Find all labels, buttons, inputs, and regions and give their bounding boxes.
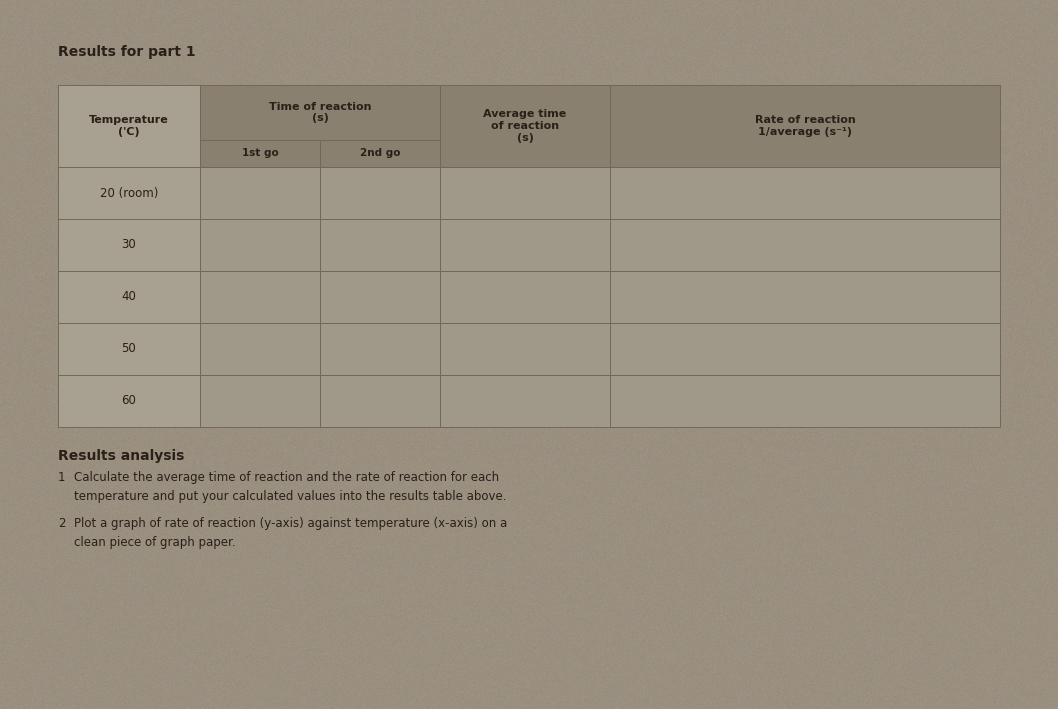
Bar [610,167,1000,219]
Bar [440,167,610,219]
Text: 20 (room): 20 (room) [99,186,159,199]
Text: 30: 30 [122,238,136,252]
Bar [320,375,440,427]
Bar [200,219,320,271]
Bar [200,85,440,140]
Bar [200,140,320,167]
Bar [320,167,440,219]
Bar [58,85,200,167]
Text: Rate of reaction
1/average (s⁻¹): Rate of reaction 1/average (s⁻¹) [754,115,855,137]
Bar [200,167,320,219]
Bar [200,375,320,427]
Bar [58,375,200,427]
Text: 40: 40 [122,291,136,303]
Bar [58,323,200,375]
Bar [610,85,1000,167]
Text: Average time
of reaction
(s): Average time of reaction (s) [484,109,567,143]
Text: 50: 50 [122,342,136,355]
Text: 60: 60 [122,394,136,408]
Text: 1st go: 1st go [241,148,278,159]
Text: Temperature
('C): Temperature ('C) [89,115,169,137]
Text: Plot a graph of rate of reaction (y-axis) against temperature (x-axis) on a
clea: Plot a graph of rate of reaction (y-axis… [74,517,507,549]
Bar [58,271,200,323]
Bar [610,271,1000,323]
Bar [320,140,440,167]
Bar [610,219,1000,271]
Text: 2nd go: 2nd go [360,148,400,159]
Bar [200,323,320,375]
Bar [320,271,440,323]
Text: 1: 1 [58,471,66,484]
Bar [440,375,610,427]
Bar [440,85,610,167]
Bar [610,375,1000,427]
Text: Time of reaction
(s): Time of reaction (s) [269,101,371,123]
Bar [200,271,320,323]
Bar [610,323,1000,375]
Bar [440,323,610,375]
Bar [320,323,440,375]
Text: 2: 2 [58,517,66,530]
Text: Results for part 1: Results for part 1 [58,45,196,59]
Bar [58,219,200,271]
Text: Calculate the average time of reaction and the rate of reaction for each
tempera: Calculate the average time of reaction a… [74,471,507,503]
Bar [440,271,610,323]
Bar [58,167,200,219]
Text: Results analysis: Results analysis [58,449,184,463]
Bar [320,219,440,271]
Bar [440,219,610,271]
